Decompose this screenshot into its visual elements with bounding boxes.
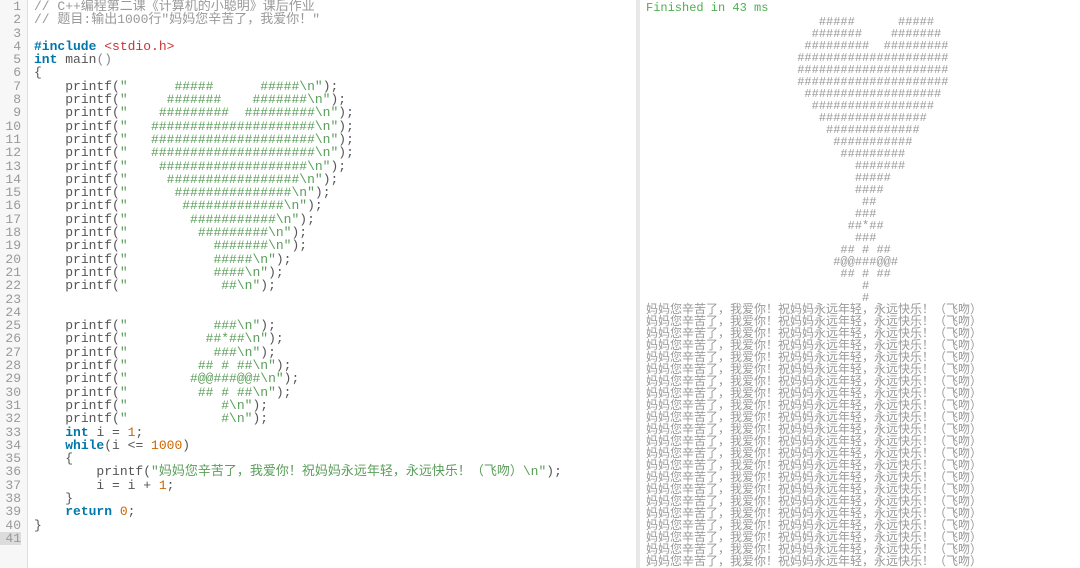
code-line[interactable]: return 0; <box>34 505 562 518</box>
code-line[interactable]: printf(" #\n"); <box>34 399 562 412</box>
code-line[interactable]: printf(" ###\n"); <box>34 346 562 359</box>
line-number: 37 <box>0 479 21 492</box>
code-line[interactable]: } <box>34 519 562 532</box>
output-body: ##### ##### ####### ####### ######### ##… <box>646 16 1074 568</box>
code-line[interactable]: printf(" #####################\n"); <box>34 146 562 159</box>
line-number: 36 <box>0 465 21 478</box>
run-status: Finished in 43 ms <box>646 2 1074 14</box>
code-editor[interactable]: 1234567891011121314151617181920212223242… <box>0 0 640 568</box>
line-number: 25 <box>0 319 21 332</box>
line-number: 19 <box>0 239 21 252</box>
code-line[interactable]: printf(" ###############\n"); <box>34 186 562 199</box>
line-number: 10 <box>0 120 21 133</box>
code-line[interactable]: printf(" #############\n"); <box>34 199 562 212</box>
code-line[interactable]: printf(" #######\n"); <box>34 239 562 252</box>
code-line[interactable] <box>34 293 562 306</box>
code-line[interactable]: printf(" ######### #########\n"); <box>34 106 562 119</box>
output-console: Finished in 43 ms ##### ##### ####### ##… <box>640 0 1080 568</box>
line-number: 21 <box>0 266 21 279</box>
line-number: 8 <box>0 93 21 106</box>
line-number: 22 <box>0 279 21 292</box>
line-number: 34 <box>0 439 21 452</box>
line-number: 35 <box>0 452 21 465</box>
line-number: 39 <box>0 505 21 518</box>
line-number: 17 <box>0 213 21 226</box>
code-line[interactable]: printf(" #\n"); <box>34 412 562 425</box>
code-line[interactable]: int main() <box>34 53 562 66</box>
code-line[interactable]: printf(" #####################\n"); <box>34 120 562 133</box>
line-number: 23 <box>0 293 21 306</box>
line-number: 32 <box>0 412 21 425</box>
line-number: 3 <box>0 27 21 40</box>
line-number: 2 <box>0 13 21 26</box>
line-number: 27 <box>0 346 21 359</box>
line-number: 15 <box>0 186 21 199</box>
code-line[interactable]: { <box>34 66 562 79</box>
line-number: 11 <box>0 133 21 146</box>
code-line[interactable]: printf(" ## # ##\n"); <box>34 386 562 399</box>
line-number: 16 <box>0 199 21 212</box>
code-line[interactable]: printf(" ####### #######\n"); <box>34 93 562 106</box>
code-line[interactable]: printf(" ##*##\n"); <box>34 332 562 345</box>
line-number: 9 <box>0 106 21 119</box>
line-number: 14 <box>0 173 21 186</box>
line-number: 33 <box>0 426 21 439</box>
code-line[interactable]: printf(" ##### #####\n"); <box>34 80 562 93</box>
line-number: 40 <box>0 519 21 532</box>
code-line[interactable]: printf(" ###\n"); <box>34 319 562 332</box>
line-number: 38 <box>0 492 21 505</box>
code-line[interactable]: printf(" ###################\n"); <box>34 160 562 173</box>
code-line[interactable]: printf("妈妈您辛苦了，我爱你！祝妈妈永远年轻，永远快乐！（飞吻）\n")… <box>34 465 562 478</box>
line-number: 29 <box>0 372 21 385</box>
code-line[interactable] <box>34 306 562 319</box>
line-number: 6 <box>0 66 21 79</box>
line-number: 12 <box>0 146 21 159</box>
line-number: 4 <box>0 40 21 53</box>
line-number: 20 <box>0 253 21 266</box>
code-line[interactable]: printf(" ####\n"); <box>34 266 562 279</box>
line-number: 41 <box>0 532 21 545</box>
code-line[interactable]: int i = 1; <box>34 426 562 439</box>
line-number: 13 <box>0 160 21 173</box>
code-line[interactable]: printf(" ## # ##\n"); <box>34 359 562 372</box>
code-line[interactable]: printf(" #####\n"); <box>34 253 562 266</box>
line-number: 30 <box>0 386 21 399</box>
code-line[interactable]: // 题目:输出1000行"妈妈您辛苦了，我爱你！" <box>34 13 562 26</box>
code-line[interactable]: printf(" #@@###@@#\n"); <box>34 372 562 385</box>
code-line[interactable]: printf(" ###########\n"); <box>34 213 562 226</box>
code-line[interactable]: while(i <= 1000) <box>34 439 562 452</box>
code-line[interactable] <box>34 532 562 545</box>
code-line[interactable]: printf(" #####################\n"); <box>34 133 562 146</box>
code-line[interactable]: i = i + 1; <box>34 479 562 492</box>
code-line[interactable]: printf(" #########\n"); <box>34 226 562 239</box>
line-number: 28 <box>0 359 21 372</box>
line-number: 1 <box>0 0 21 13</box>
line-number: 5 <box>0 53 21 66</box>
code-line[interactable]: #include <stdio.h> <box>34 40 562 53</box>
line-number-gutter: 1234567891011121314151617181920212223242… <box>0 0 28 568</box>
line-number: 26 <box>0 332 21 345</box>
code-line[interactable] <box>34 27 562 40</box>
line-number: 18 <box>0 226 21 239</box>
code-area[interactable]: // C++编程第二课《计算机的小聪明》课后作业// 题目:输出1000行"妈妈… <box>28 0 562 568</box>
code-line[interactable]: printf(" #################\n"); <box>34 173 562 186</box>
line-number: 7 <box>0 80 21 93</box>
line-number: 31 <box>0 399 21 412</box>
output-message-line: 妈妈您辛苦了，我爱你！祝妈妈永远年轻，永远快乐！（飞吻） <box>646 556 1074 568</box>
code-line[interactable]: printf(" ##\n"); <box>34 279 562 292</box>
code-line[interactable]: } <box>34 492 562 505</box>
line-number: 24 <box>0 306 21 319</box>
